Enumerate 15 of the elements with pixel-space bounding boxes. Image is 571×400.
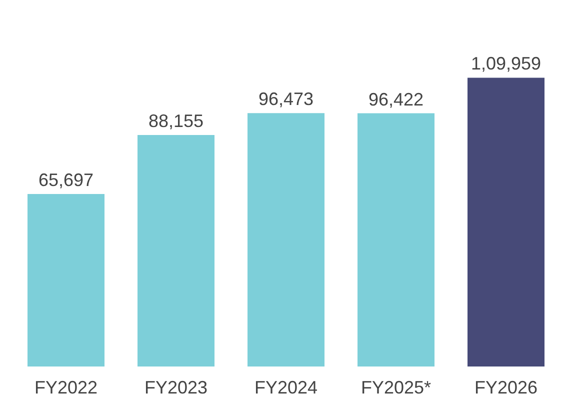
bar	[138, 134, 214, 366]
x-tick-label: FY2022	[34, 378, 98, 398]
bar	[248, 113, 324, 366]
data-label: 1,09,959	[470, 54, 542, 74]
data-label: 88,155	[148, 110, 204, 131]
x-tick-label: FY2023	[144, 378, 208, 398]
bar	[28, 194, 104, 366]
x-tick-label: FY2025*	[360, 378, 432, 398]
x-tick-label: FY2024	[254, 378, 318, 398]
bar	[358, 113, 434, 366]
data-label: 96,473	[258, 89, 314, 110]
bar	[468, 78, 544, 366]
x-tick-label: FY2026	[474, 378, 538, 398]
data-label: 96,422	[368, 89, 424, 110]
data-label: 65,697	[38, 170, 94, 190]
